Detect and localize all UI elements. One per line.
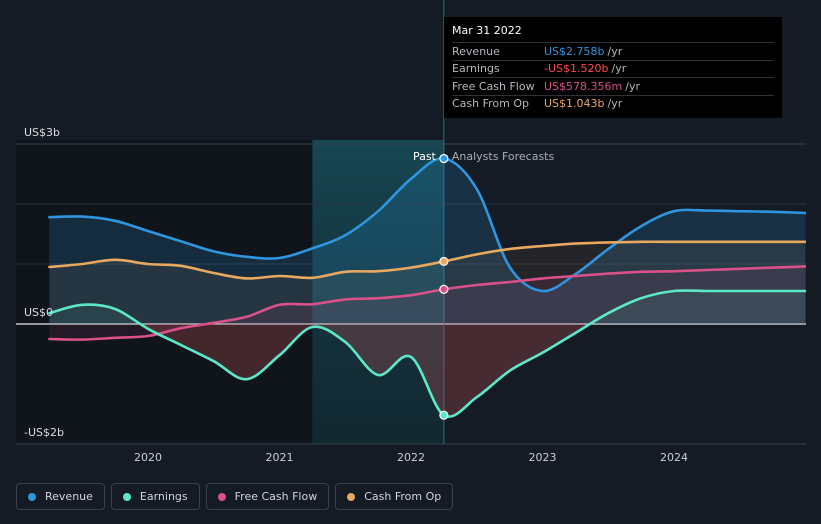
tooltip-value: -US$1.520b (544, 62, 609, 76)
x-axis-label: 2022 (397, 451, 425, 464)
free-cash-flow-marker (439, 284, 449, 294)
tooltip-unit: /yr (625, 79, 640, 93)
earnings-negative-area (49, 324, 806, 417)
earnings-line (48, 289, 806, 418)
y-axis-label: -US$2b (24, 426, 64, 439)
y-axis-label: US$3b (24, 126, 60, 139)
legend-item-cash-from-op[interactable]: Cash From Op (335, 483, 454, 510)
y-axis-label: US$0 (24, 306, 53, 319)
tooltip-value: US$1.043b (544, 97, 605, 111)
tooltip-row-earnings: Earnings -US$1.520b /yr (452, 59, 774, 78)
tooltip-row-cash-from-op: Cash From Op US$1.043b /yr (452, 94, 774, 113)
revenue-area (49, 158, 806, 324)
cash-from-op-line (48, 240, 806, 280)
tooltip-row-revenue: Revenue US$2.758b /yr (452, 42, 774, 60)
legend-item-free-cash-flow[interactable]: Free Cash Flow (205, 483, 330, 510)
past-label: Past (413, 150, 437, 163)
chart-legend: Revenue Earnings Free Cash Flow Cash Fro… (16, 483, 454, 510)
revenue-marker (439, 153, 449, 164)
cash-from-op-area (49, 241, 806, 324)
tooltip-unit: /yr (611, 62, 627, 76)
x-axis-label: 2024 (660, 451, 688, 464)
forecast-label: Analysts Forecasts (452, 150, 555, 163)
tooltip-row-free-cash-flow: Free Cash Flow US$578.356m /yr (452, 77, 774, 95)
tooltip-label: Cash From Op (452, 97, 530, 111)
cash-from-op-dot-icon (347, 492, 356, 501)
x-axis-label: 2020 (134, 451, 162, 464)
x-axis-label: 2023 (529, 451, 557, 464)
earnings-area (49, 290, 806, 417)
free-cash-flow-area (49, 266, 806, 340)
revenue-dot-icon (28, 492, 36, 501)
tooltip-date: Mar 31 2022 (452, 24, 522, 37)
earnings-dot-icon (122, 492, 131, 501)
legend-item-revenue[interactable]: Revenue (16, 483, 105, 510)
legend-item-earnings[interactable]: Earnings (110, 483, 200, 510)
tooltip-unit: /yr (607, 44, 623, 58)
tooltip-label: Revenue (452, 44, 500, 58)
x-axis-label: 2021 (266, 451, 294, 464)
free-cash-flow-dot-icon (217, 492, 226, 501)
tooltip-value: US$578.356m (544, 79, 623, 93)
tooltip-value: US$2.758b (544, 44, 605, 58)
revenue-line (48, 157, 806, 293)
earnings-marker (439, 410, 449, 420)
legend-label: Earnings (139, 490, 188, 503)
highlight-region (312, 140, 444, 444)
legend-label: Free Cash Flow (234, 490, 318, 503)
tooltip-unit: /yr (607, 97, 623, 111)
free-cash-flow-line (48, 265, 806, 341)
tooltip-label: Earnings (452, 62, 500, 76)
cash-from-op-marker (439, 256, 449, 267)
legend-label: Cash From Op (364, 490, 442, 503)
data-tooltip: Mar 31 2022 Revenue US$2.758b /yr Earnin… (444, 17, 782, 118)
tooltip-label: Free Cash Flow (452, 79, 535, 93)
legend-label: Revenue (45, 490, 93, 503)
